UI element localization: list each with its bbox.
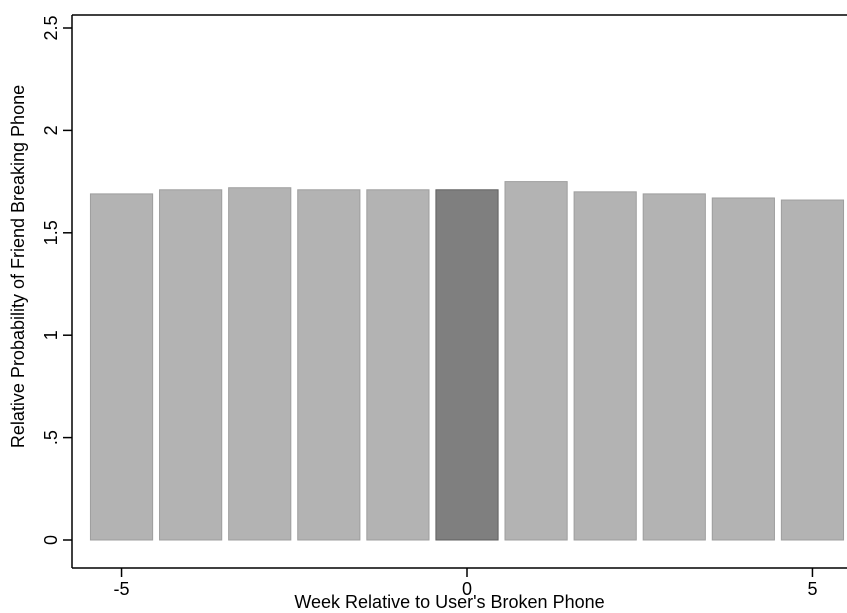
bar-week--2 — [297, 189, 361, 541]
bar-week-1 — [504, 181, 568, 541]
bars-group — [89, 181, 845, 541]
x-tick-label: 5 — [807, 579, 817, 599]
bar-week-5 — [780, 199, 845, 541]
x-ticks-group: -5 0 5 — [114, 568, 817, 599]
bar-week-4 — [711, 197, 775, 541]
x-axis-label: Week Relative to User's Broken Phone — [294, 592, 604, 612]
y-tick-label: 1.5 — [41, 220, 61, 245]
y-axis-label: Relative Probability of Friend Breaking … — [8, 85, 28, 448]
bar-week-0 — [435, 189, 499, 541]
bar-week-3 — [642, 193, 706, 541]
bar-week--5 — [89, 193, 154, 541]
y-tick-label: 2 — [41, 125, 61, 135]
y-ticks-group: 0 .5 1 1.5 2 2.5 — [41, 15, 72, 545]
bar-week--3 — [228, 187, 292, 541]
bar-week--4 — [159, 189, 223, 541]
x-tick-label: 0 — [462, 579, 472, 599]
bar-week--1 — [366, 189, 430, 541]
y-tick-label: 1 — [41, 330, 61, 340]
x-tick-label: -5 — [114, 579, 130, 599]
y-tick-label: 2.5 — [41, 15, 61, 40]
y-tick-label: .5 — [41, 430, 61, 445]
y-tick-label: 0 — [41, 535, 61, 545]
bar-week-2 — [573, 191, 637, 541]
